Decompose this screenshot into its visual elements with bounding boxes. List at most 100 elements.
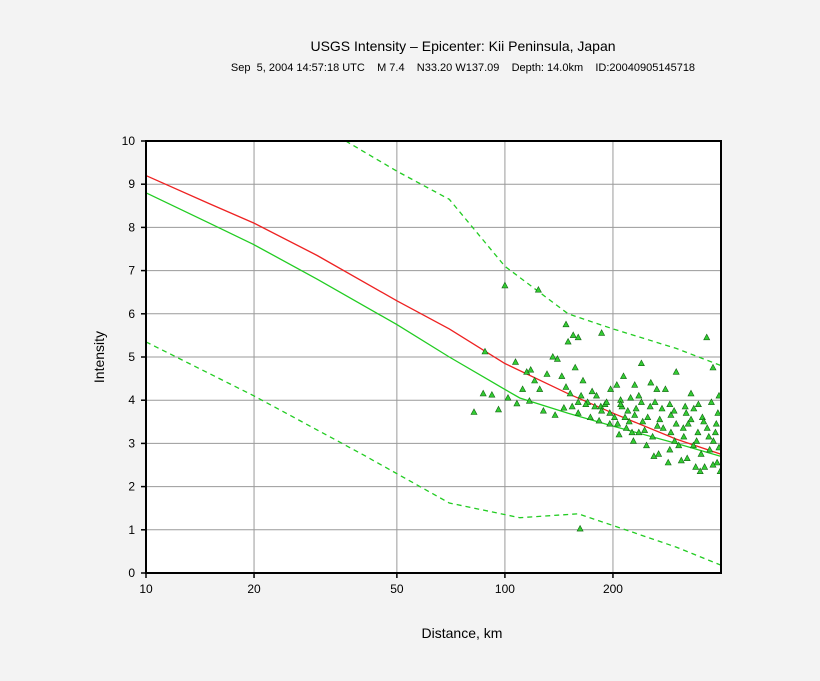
observation-point (667, 428, 675, 436)
observation-point (707, 398, 715, 405)
chart-subtitle: Sep 5, 2004 14:57:18 UTC M 7.4 N33.20 W1… (231, 62, 695, 74)
x-tick-label: 10 (139, 582, 153, 596)
observation-point (560, 403, 568, 411)
observation-point (690, 404, 698, 412)
y-tick-label: 3 (128, 436, 135, 450)
observation-point (641, 426, 649, 433)
x-tick-label: 50 (390, 582, 404, 596)
observation-point (642, 441, 651, 449)
observation-point (714, 409, 721, 416)
observation-point (579, 376, 587, 384)
observation-point (494, 405, 503, 413)
observation-point (551, 411, 559, 418)
observation-point (592, 391, 601, 399)
observation-point (627, 393, 635, 401)
observation-point (582, 400, 590, 407)
observation-point (574, 409, 582, 416)
observation-point (647, 378, 655, 386)
observation-point (574, 333, 582, 341)
observation-point (666, 445, 674, 453)
observation-point (706, 445, 714, 453)
observation-point (687, 389, 695, 397)
observation-points (470, 281, 721, 532)
observation-point (628, 428, 636, 436)
observation-point (692, 463, 700, 470)
observation-point (639, 417, 647, 425)
observation-point (539, 406, 547, 414)
observation-point (672, 419, 680, 427)
observation-point (558, 372, 566, 379)
observation-point (670, 406, 678, 414)
observation-point (479, 389, 487, 397)
observation-point (712, 419, 720, 427)
observation-point (488, 390, 496, 398)
y-tick-label: 4 (128, 393, 135, 407)
observation-point (527, 365, 535, 373)
observation-point (588, 387, 596, 395)
observation-point (519, 385, 527, 392)
observation-point (606, 419, 614, 427)
observation-point (534, 285, 542, 293)
observation-point (536, 385, 544, 392)
observation-point (672, 368, 680, 375)
observation-point (637, 359, 645, 366)
grid (146, 141, 721, 573)
axis-ticks (141, 140, 614, 578)
observation-point (629, 437, 637, 444)
observation-point (701, 463, 709, 470)
observation-point (614, 419, 622, 427)
observation-point (696, 467, 704, 474)
observation-point (703, 333, 711, 341)
observation-point (650, 452, 658, 459)
observation-point (680, 432, 688, 440)
model-curve-line (146, 175, 721, 455)
observation-point (615, 430, 623, 438)
observation-point (700, 417, 708, 425)
model-curve-line (146, 192, 721, 458)
observation-point (501, 281, 509, 289)
observation-point (481, 347, 489, 355)
observation-point (671, 437, 679, 444)
y-tick-labels: 0 1 2 3 4 5 6 7 8 9 10 (122, 134, 136, 580)
observation-point (637, 398, 645, 405)
observation-point (683, 454, 691, 461)
observation-point (653, 385, 661, 392)
observation-point (635, 428, 643, 436)
observation-point (649, 432, 657, 440)
observation-point (470, 408, 478, 415)
observation-point (709, 363, 717, 371)
observation-point (713, 458, 721, 466)
observation-point (677, 456, 685, 464)
y-tick-label: 1 (128, 523, 135, 537)
observation-point (675, 441, 683, 449)
x-tick-label: 100 (495, 582, 515, 596)
observation-point (525, 397, 533, 404)
observation-point (684, 419, 692, 427)
observation-point (689, 441, 697, 449)
y-tick-label: 6 (128, 307, 135, 321)
observation-point (694, 428, 702, 436)
observation-point (661, 385, 669, 392)
observation-point (711, 428, 719, 436)
y-tick-label: 10 (122, 134, 136, 148)
observation-point (511, 358, 520, 365)
observation-point (653, 422, 661, 429)
observation-point (603, 398, 611, 405)
observation-point (624, 406, 632, 414)
observation-point (625, 417, 633, 425)
observation-point (635, 391, 643, 399)
y-tick-label: 8 (128, 220, 135, 234)
observation-point (703, 424, 711, 431)
observation-point (694, 400, 702, 407)
observation-point (598, 406, 606, 414)
observation-point (606, 409, 614, 416)
observation-point (610, 413, 619, 420)
x-tick-label: 200 (603, 582, 623, 596)
observation-point (566, 389, 574, 397)
observation-point (577, 391, 585, 399)
observation-point (586, 413, 594, 420)
observation-point (513, 399, 521, 407)
model-bound-line (146, 341, 721, 566)
y-tick-label: 7 (128, 264, 135, 278)
